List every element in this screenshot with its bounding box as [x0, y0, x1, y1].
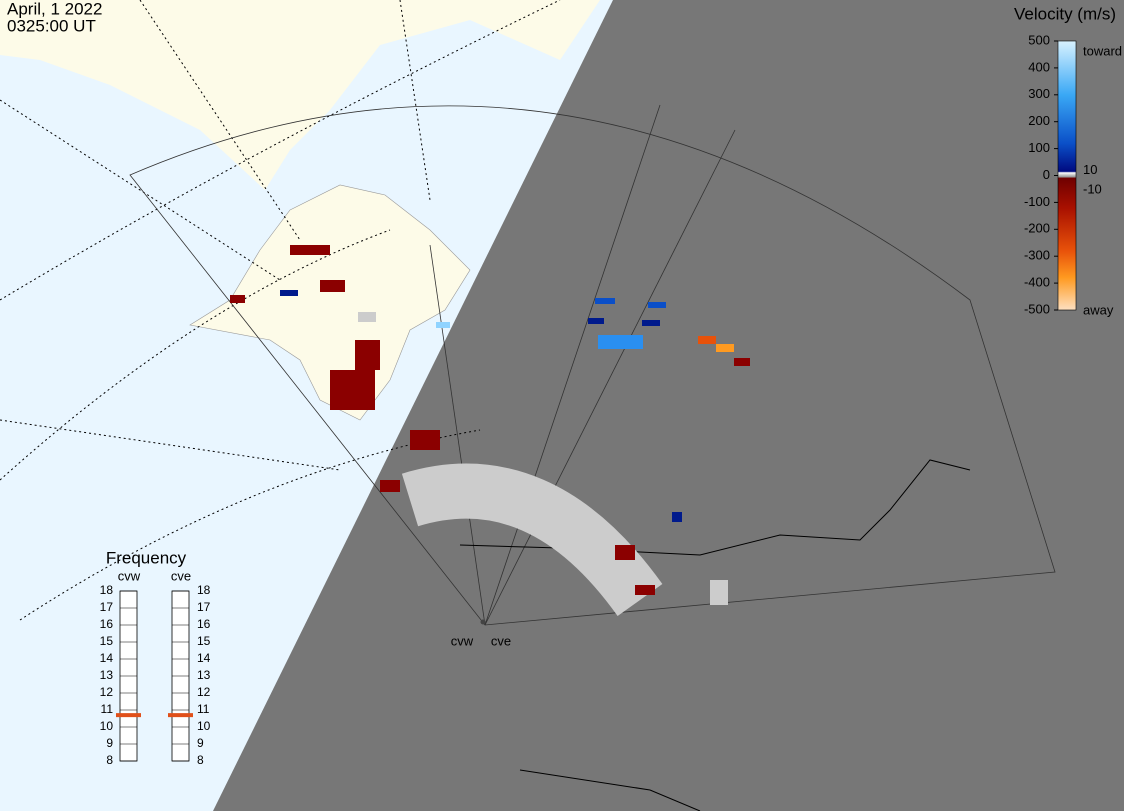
frequency-title: Frequency	[106, 548, 187, 567]
frequency-tick-label: 10	[197, 719, 211, 733]
frequency-tick-label: 13	[197, 668, 211, 682]
frequency-tick-label: 14	[197, 651, 211, 665]
velocity-tick-label: -100	[1024, 194, 1050, 209]
frequency-tick-label: 16	[197, 617, 211, 631]
velocity-gate-label: -10	[1083, 182, 1102, 197]
velocity-tick-label: -500	[1024, 301, 1050, 316]
scatter-band	[401, 463, 663, 617]
frequency-tick-label: 17	[197, 600, 211, 614]
frequency-tick-label: 14	[100, 651, 114, 665]
frequency-tick-label: 11	[101, 702, 114, 716]
frequency-tick-label: 18	[100, 583, 114, 597]
frequency-tick-label: 12	[100, 685, 114, 699]
velocity-tick-label: 400	[1028, 59, 1050, 74]
radar-fan	[129, 104, 1056, 626]
away-label: away	[1083, 302, 1114, 317]
velocity-tick-label: 300	[1028, 86, 1050, 101]
frequency-tick-label: 9	[197, 736, 204, 750]
frequency-tick-label: 8	[106, 753, 113, 767]
velocity-gate-label: 10	[1083, 162, 1097, 177]
radar-site	[480, 619, 486, 625]
night-shade	[213, 0, 1124, 811]
velocity-colorbar	[1057, 40, 1077, 311]
velocity-tick-label: -300	[1024, 248, 1050, 263]
velocity-title: Velocity (m/s)	[1014, 4, 1116, 23]
frequency-tick-label: 12	[197, 685, 211, 699]
frequency-tick-label: 10	[100, 719, 114, 733]
frequency-tick-label: 15	[100, 634, 114, 648]
velocity-tick-label: 200	[1028, 113, 1050, 128]
velocity-tick-label: 100	[1028, 140, 1050, 155]
frequency-tick-label: 11	[197, 702, 210, 716]
velocity-tick-label: 0	[1043, 167, 1050, 182]
radar-site-label: cvw	[451, 633, 474, 648]
border	[519, 769, 701, 811]
radar-site-label: cve	[491, 633, 511, 648]
frequency-tick-label: 18	[197, 583, 211, 597]
velocity-tick-label: -400	[1024, 275, 1050, 290]
frequency-tick-label: 13	[100, 668, 114, 682]
frequency-tick-label: 17	[100, 600, 114, 614]
time: 0325:00 UT	[7, 16, 96, 35]
echo-cells	[230, 245, 750, 605]
frequency-radar-label: cve	[171, 568, 191, 583]
date: April, 1 2022	[7, 0, 102, 18]
frequency-tick-label: 16	[100, 617, 114, 631]
frequency-tick-label: 15	[197, 634, 211, 648]
velocity-tick-label: -200	[1024, 221, 1050, 236]
toward-label: toward	[1083, 43, 1122, 58]
frequency-radar-label: cvw	[118, 568, 141, 583]
velocity-tick-label: 500	[1028, 32, 1050, 47]
frequency-tick-label: 9	[106, 736, 113, 750]
frequency-tick-label: 8	[197, 753, 204, 767]
land	[0, 0, 600, 190]
